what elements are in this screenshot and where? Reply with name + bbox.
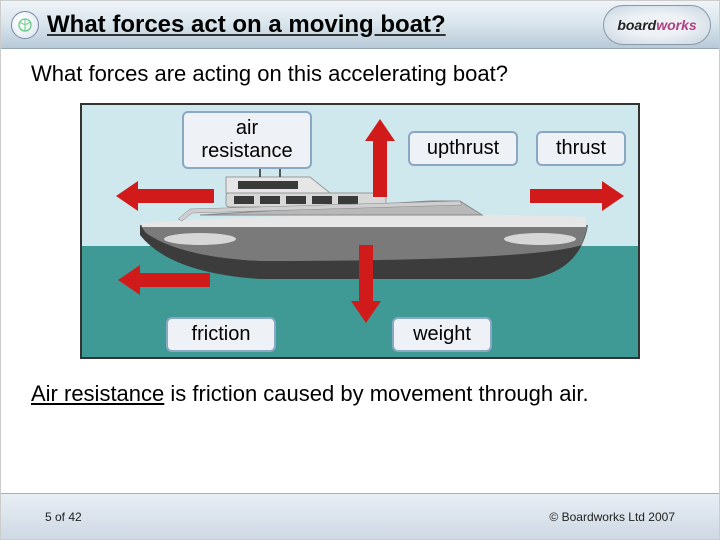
subtitle: What forces are acting on this accelerat… [31, 61, 689, 87]
copyright: © Boardworks Ltd 2007 [549, 510, 675, 524]
label-friction: friction [166, 317, 276, 352]
caption-keyword: Air resistance [31, 381, 164, 406]
label-air-resistance: airresistance [182, 111, 312, 169]
page-indicator: 5 of 42 [45, 510, 82, 524]
caption-rest: is friction caused by movement through a… [164, 381, 588, 406]
footer: 5 of 42 © Boardworks Ltd 2007 [1, 493, 719, 539]
header-badge-icon [11, 11, 39, 39]
boardworks-logo: boardworks [603, 5, 711, 45]
label-upthrust: upthrust [408, 131, 518, 166]
logo-text-a: board [617, 17, 656, 33]
label-weight: weight [392, 317, 492, 352]
forces-diagram: airresistance upthrust thrust friction w… [80, 103, 640, 359]
header: What forces act on a moving boat? boardw… [1, 1, 719, 49]
logo-text-b: works [656, 17, 696, 33]
caption: Air resistance is friction caused by mov… [31, 381, 689, 407]
label-thrust: thrust [536, 131, 626, 166]
content-area: What forces are acting on this accelerat… [1, 49, 719, 407]
